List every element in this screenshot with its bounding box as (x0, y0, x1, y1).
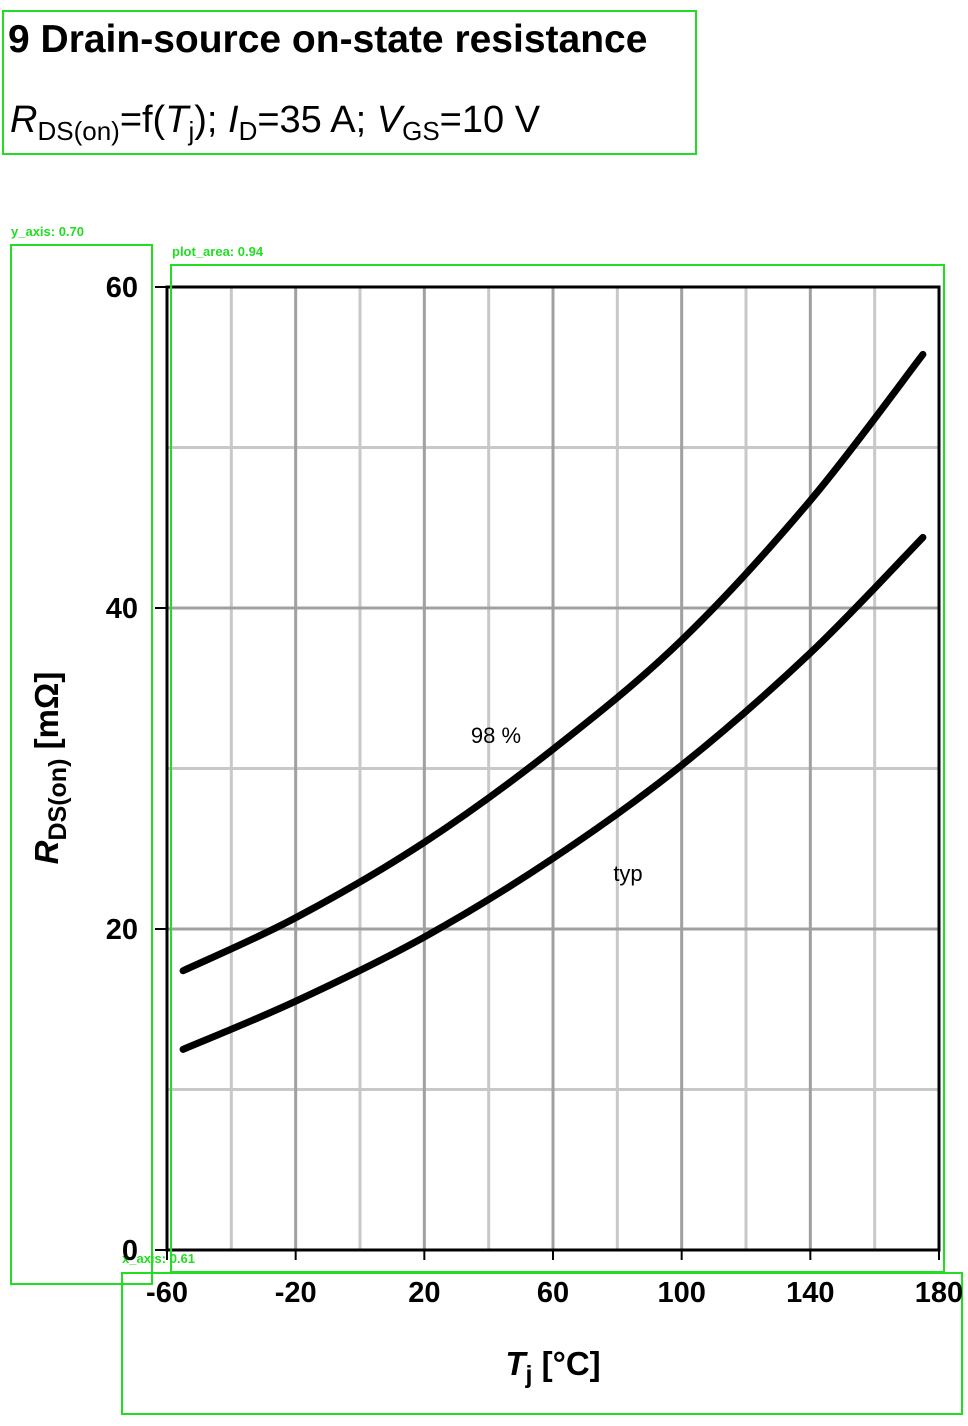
text-part: D (239, 116, 258, 146)
text-part: [mΩ] (28, 672, 65, 759)
y-tick-label: 40 (106, 593, 138, 625)
curves (179, 350, 927, 1053)
detection-box (121, 1272, 963, 1415)
x-tick-label: -60 (146, 1277, 188, 1309)
chart-title: 9 Drain-source on-state resistance (8, 18, 647, 61)
plot-frame (165, 285, 941, 1252)
series-label: typ (613, 861, 642, 886)
text-part: =10 V (440, 99, 541, 141)
text-part: =f( (120, 99, 166, 141)
detection-label: plot_area: 0.94 (172, 244, 264, 259)
detection-label: x_axis: 0.61 (122, 1251, 195, 1266)
y-tick-label: 60 (106, 272, 138, 304)
detection-box (10, 244, 153, 1285)
x-tick-label: 180 (915, 1277, 963, 1309)
text-part: T (505, 1345, 528, 1382)
series-line (179, 533, 927, 1053)
text-part: I (228, 99, 239, 141)
series-line (179, 350, 927, 975)
text-part: GS (402, 116, 440, 146)
x-tick-label: 140 (786, 1277, 834, 1309)
y-tick-label: 0 (122, 1235, 138, 1267)
text-part: DS(on) (44, 759, 72, 841)
detection-boxes (2, 10, 963, 1415)
text-part: R (10, 99, 37, 141)
x-tick-label: 60 (537, 1277, 569, 1309)
x-axis-label: Tj [°C] (505, 1345, 600, 1389)
text-part: =35 A; (257, 99, 376, 141)
series-label: 98 % (471, 723, 521, 748)
text-part: [°C] (532, 1345, 600, 1382)
detection-box (2, 10, 697, 155)
text-part: R (28, 840, 65, 864)
text-part: T (165, 99, 191, 141)
chart-subtitle: RDS(on)=f(Tj); ID=35 A; VGS=10 V (10, 99, 541, 146)
text-part: j (187, 116, 194, 146)
y-tick-label: 20 (106, 914, 138, 946)
text-part: V (377, 99, 406, 141)
x-tick-label: 20 (408, 1277, 440, 1309)
detection-label: y_axis: 0.70 (11, 224, 84, 239)
text-part: j (525, 1361, 533, 1389)
x-tick-label: -20 (275, 1277, 317, 1309)
text-part: DS(on) (37, 116, 119, 146)
x-tick-label: 100 (657, 1277, 705, 1309)
grid (155, 285, 941, 1260)
text-part: ); (194, 99, 228, 141)
y-axis-label: RDS(on) [mΩ] (28, 672, 72, 865)
